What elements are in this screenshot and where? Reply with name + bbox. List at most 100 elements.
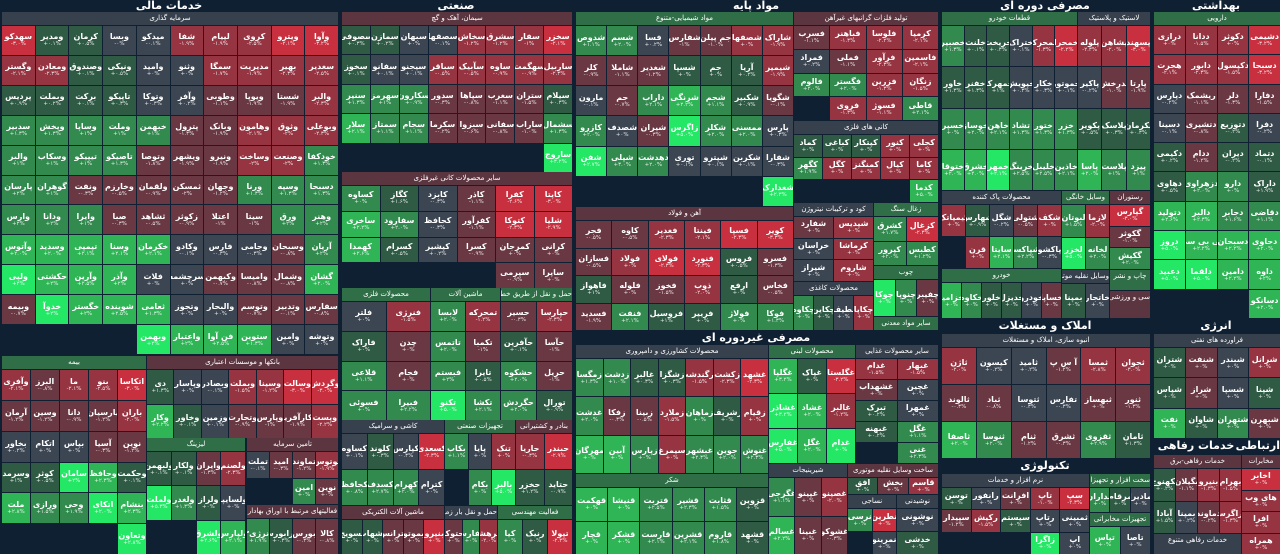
stock-tile[interactable]: چوکا +۰% <box>874 280 895 316</box>
industry-header[interactable]: سخت افزار و تجهیزات <box>1090 474 1150 487</box>
stock-tile[interactable]: خاور +۱.۳% <box>942 67 964 108</box>
stock-tile[interactable]: وتجوز +۰% <box>170 295 204 325</box>
industry-header[interactable]: خودرو <box>942 269 1061 282</box>
stock-tile[interactable]: مداران+۰% <box>1090 488 1110 512</box>
stock-tile[interactable]: شتولی -۰.۵% <box>1014 205 1037 236</box>
stock-tile[interactable]: سخاش -۱.۲% <box>457 26 486 55</box>
industry-header[interactable]: خدمات رفاهی-برق <box>1154 455 1241 468</box>
stock-tile[interactable]: حتوکا+۰% <box>445 520 462 554</box>
stock-tile[interactable]: شاملا -۱.۱% <box>607 56 638 86</box>
stock-tile[interactable]: اعتلا -۱% <box>204 205 237 235</box>
stock-tile[interactable]: کاوه -۰.۵% <box>612 221 648 248</box>
stock-tile[interactable]: غالبر +۰.۳% <box>631 359 658 397</box>
stock-tile[interactable]: دارو +۰% <box>1217 172 1249 201</box>
industry-header[interactable]: سی و ورزشی <box>1110 291 1150 304</box>
stock-tile[interactable]: وامین +۰% <box>271 325 305 354</box>
stock-tile[interactable]: فرابورس+۰.۳% <box>270 519 292 554</box>
stock-tile[interactable]: شیران -۰.۳% <box>638 116 669 146</box>
industry-header[interactable]: لاستیک و پلاستیک <box>1078 12 1150 25</box>
stock-tile[interactable]: فباهنر -۱.۳% <box>830 26 866 49</box>
stock-tile[interactable]: لبوتان +۱.۵% <box>1062 205 1085 237</box>
stock-tile[interactable]: پلوله -۲.۳% <box>1078 26 1102 67</box>
stock-tile[interactable]: زشگزا +۰.۳% <box>658 359 686 397</box>
stock-tile[interactable]: شیمیر -۱.۹% <box>762 56 793 86</box>
stock-tile[interactable]: وگردش -۳.۰% <box>311 370 338 404</box>
stock-tile[interactable]: فرآور -۲.۳% <box>866 49 902 73</box>
stock-tile[interactable]: ختوقا +۲.۰% <box>942 149 964 190</box>
stock-tile[interactable]: کیال +۰% <box>881 157 909 180</box>
stock-tile[interactable]: کسدف +۲.۷% <box>367 470 393 505</box>
stock-tile[interactable]: خوساز +۲.۰% <box>964 108 987 149</box>
stock-tile[interactable]: خزر +۱.۳% <box>1055 108 1077 149</box>
stock-tile[interactable]: نرسی +۰% <box>848 509 872 531</box>
stock-tile[interactable]: کزغال -۲.۳% <box>906 217 938 241</box>
industry-header[interactable]: محصولات کشاورزی و دامپروری <box>576 345 768 358</box>
stock-tile[interactable]: سایتا +۲.۱% <box>990 237 1013 268</box>
stock-tile[interactable]: وپاسار +۰% <box>174 370 201 404</box>
stock-tile[interactable]: بخاور +۰.۲% <box>2 431 30 462</box>
stock-tile[interactable]: بورس -۰.۳% <box>293 519 315 554</box>
stock-tile[interactable]: حاریا -۰.۳% <box>516 434 544 469</box>
industry-header[interactable]: کاشی و سرامیک <box>342 420 444 433</box>
stock-tile[interactable]: دلر -۱.۳% <box>1217 84 1249 113</box>
stock-tile[interactable]: وتجارت -۰.۹% <box>229 404 256 438</box>
stock-tile[interactable]: حآفرین +۰.۱% <box>501 331 536 361</box>
stock-tile[interactable]: تفارس -۰.۳% <box>1046 385 1081 421</box>
stock-tile[interactable]: ساوه -۰.۹% <box>486 55 515 84</box>
industry-header[interactable]: حمل و نقل از طریق خطوط راه آهن <box>501 288 572 301</box>
stock-tile[interactable]: وسالت -۳.۰% <box>284 370 311 404</box>
industry-header[interactable]: خدمات رفاهی متنوع <box>1154 534 1241 547</box>
stock-tile[interactable]: سهرمز +۱% <box>370 84 399 114</box>
stock-tile[interactable]: قچار +۰% <box>576 521 608 554</box>
stock-tile[interactable]: سبزوا -۰.۶% <box>457 114 486 143</box>
stock-tile[interactable]: شپلی +۳.۰% <box>607 146 638 176</box>
stock-tile[interactable]: کباغی +۰% <box>823 135 851 157</box>
industry-header[interactable]: فراورده های نفتی <box>1154 334 1280 347</box>
stock-tile[interactable]: تپولا -۲.۳% <box>548 520 572 554</box>
stock-tile[interactable]: تاتمس +۲.۰% <box>431 331 465 361</box>
industry-header[interactable]: بانکها و موسسات اعتباری <box>147 356 338 369</box>
stock-tile[interactable]: فاهواز +۱% <box>576 276 612 303</box>
stock-tile[interactable]: تشاد +۱.۳% <box>1010 108 1032 149</box>
stock-tile[interactable]: وحی +۱.۹% <box>60 493 88 524</box>
stock-tile[interactable]: خشرق +۲.۰% <box>964 149 987 190</box>
stock-tile[interactable]: ثتوسا -۰.۳% <box>1011 385 1046 421</box>
stock-tile[interactable]: سیلام +۰.۳% <box>544 84 572 114</box>
stock-tile[interactable]: ستران -۱.۵% <box>515 84 544 114</box>
stock-tile[interactable]: شاروم +۰% <box>834 260 873 281</box>
stock-tile[interactable]: کاذر -۱.۱% <box>457 186 495 211</box>
stock-tile[interactable]: فن آوا +۲.۵% <box>204 325 237 354</box>
stock-tile[interactable]: شلیا -۲.۹% <box>534 211 572 237</box>
stock-tile[interactable]: شرانل +۰% <box>1249 348 1280 378</box>
stock-tile[interactable]: خسپر +۰% <box>942 108 964 149</box>
industry-header[interactable]: سایر محصولات غذایی <box>856 345 938 358</box>
stock-tile[interactable]: فمراد +۰.۲% <box>794 49 830 73</box>
stock-tile[interactable]: ساروج +۳.۲% <box>544 143 572 172</box>
stock-tile[interactable]: کرانی +۰% <box>534 237 572 263</box>
stock-tile[interactable]: دجابر +۱.۶% <box>1217 201 1249 231</box>
stock-tile[interactable]: دی +۱.۳% <box>147 370 174 404</box>
stock-tile[interactable]: فسرب -۱.۱% <box>794 26 830 49</box>
stock-tile[interactable]: بکام +۰% <box>468 470 492 505</box>
stock-tile[interactable]: شپترو +۰.۱% <box>700 146 731 176</box>
stock-tile[interactable]: فولاد +۰% <box>612 248 648 275</box>
stock-tile[interactable]: والبر -۲.۳% <box>305 85 338 115</box>
stock-tile[interactable]: دسانکو +۲.۰% <box>1249 289 1280 318</box>
stock-tile[interactable]: قنیشا +۰% <box>608 488 640 521</box>
stock-tile[interactable]: وحافظ +۲.۳% <box>89 462 117 493</box>
stock-tile[interactable]: خزامیا+۰% <box>942 283 961 318</box>
stock-tile[interactable]: وسکاب +۱% <box>35 145 69 175</box>
stock-tile[interactable]: فالوم +۲.۰% <box>794 73 830 97</box>
stock-tile[interactable]: ستوین +۱.۳% <box>237 325 271 354</box>
stock-tile[interactable]: سمازن +۰.۲% <box>370 26 399 55</box>
stock-tile[interactable]: بترانس+۰% <box>383 520 403 554</box>
stock-tile[interactable]: ثقزوی +۲.۹% <box>1081 422 1116 458</box>
industry-header[interactable]: سایر محصولات کانی غیرفلزی <box>342 172 572 185</box>
stock-tile[interactable]: بنو -۲.۵% <box>89 370 117 400</box>
stock-tile[interactable]: خکاوه +۰% <box>962 283 981 318</box>
stock-tile[interactable]: ولقمان -۰.۹% <box>136 175 170 205</box>
stock-tile[interactable]: فگستر +۲.۰% <box>830 73 866 97</box>
stock-tile[interactable]: پاکشو -۰.۳% <box>1038 237 1061 268</box>
industry-header[interactable]: تجهیزات مخابراتی <box>1090 513 1150 526</box>
